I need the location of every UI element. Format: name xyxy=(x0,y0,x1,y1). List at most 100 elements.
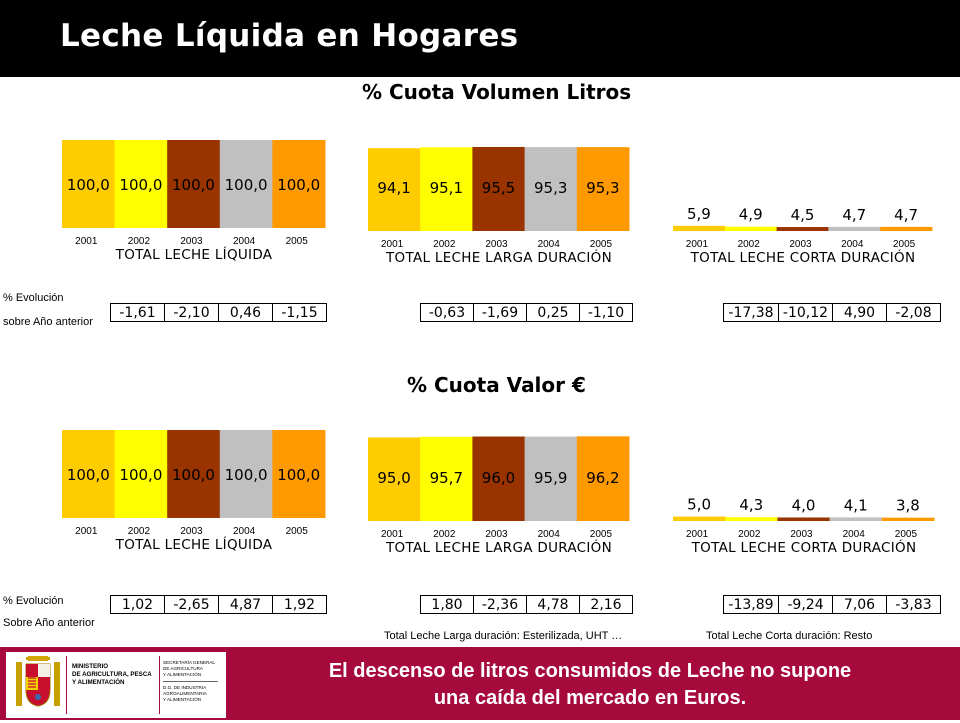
evolution-cell: 4,78 xyxy=(527,595,580,614)
year-tick-label: 2005 xyxy=(590,529,613,540)
bar-2001 xyxy=(62,430,116,518)
year-tick-label: 2004 xyxy=(841,239,864,250)
bar-value-label: 4,5 xyxy=(791,206,815,224)
year-tick-label: 2001 xyxy=(686,529,709,540)
evolution-cell: -1,61 xyxy=(111,303,165,322)
chart-larga-duracion-valor: 95,0 2001 95,7 2002 96,0 2003 95,9 2004 96,2 2005… xyxy=(368,433,630,559)
year-tick-label: 2004 xyxy=(538,529,561,540)
chart-caption: TOTAL LECHE LARGA DURACIÓN xyxy=(385,248,612,266)
svg-text:MINISTERIO: MINISTERIO xyxy=(72,663,108,670)
page-title: Leche Líquida en Hogares xyxy=(60,18,519,54)
evolution-cell: -13,89 xyxy=(724,595,779,614)
year-tick-label: 2005 xyxy=(893,239,916,250)
evolution-row-corta: -13,89 -9,24 7,06 -3,83 xyxy=(723,595,941,614)
note-larga-duracion: Total Leche Larga duración: Esterilizada… xyxy=(384,630,623,642)
year-tick-label: 2004 xyxy=(233,526,256,537)
bar-value-label: 95,3 xyxy=(534,179,567,197)
chart-corta-duracion-volumen: 5,9 2001 4,9 2002 4,5 2003 4,7 2004 4,7 2005 TOTAL… xyxy=(673,143,933,269)
chart-caption: TOTAL LECHE LÍQUIDA xyxy=(115,246,273,263)
bar-2005 xyxy=(576,147,630,231)
bar-2003 xyxy=(472,436,526,521)
evolution-cell: -2,10 xyxy=(165,303,219,322)
bar-value-label: 4,9 xyxy=(739,206,763,224)
bar-2002 xyxy=(114,140,168,228)
year-tick-label: 2003 xyxy=(789,239,812,250)
bar-2002 xyxy=(420,436,473,521)
title-bar: Leche Líquida en Hogares xyxy=(0,0,960,77)
bar-2003 xyxy=(776,227,829,231)
year-tick-label: 2003 xyxy=(485,529,508,540)
evolution-cell: -17,38 xyxy=(724,303,779,322)
chart-total-leche-liquida-volumen: 100,0 2001 100,0 2002 100,0 2003 100,0 2004 100,… xyxy=(62,140,326,266)
bar-value-label: 95,3 xyxy=(586,179,619,197)
bar-2004 xyxy=(829,517,883,521)
year-tick-label: 2003 xyxy=(180,526,203,537)
svg-text:Y ALIMENTACIÓN: Y ALIMENTACIÓN xyxy=(163,671,201,677)
chart-corta-duracion-valor: 5,0 2001 4,3 2002 4,0 2003 4,1 2004 3,8 2005 TOTAL… xyxy=(673,433,935,559)
evolution-row-larga: 1,80 -2,36 4,78 2,16 xyxy=(420,595,633,614)
footer-line-1: El descenso de litros consumidos de Lech… xyxy=(328,660,852,682)
bar-2001 xyxy=(673,516,726,521)
bar-2004 xyxy=(828,226,881,231)
year-tick-label: 2004 xyxy=(233,236,256,247)
evolution-cell: 0,46 xyxy=(219,303,273,322)
svg-text:DE AGRICULTURA, PESCA: DE AGRICULTURA, PESCA xyxy=(72,671,152,678)
evolution-cell: 4,87 xyxy=(219,595,273,614)
section-title-volume: % Cuota Volumen Litros xyxy=(362,80,632,104)
note-corta-duracion: Total Leche Corta duración: Resto xyxy=(706,630,873,642)
year-tick-label: 2003 xyxy=(485,239,508,250)
bar-2002 xyxy=(114,430,168,518)
bar-value-label: 95,9 xyxy=(534,469,567,487)
evolution-row-total: 1,02 -2,65 4,87 1,92 xyxy=(110,595,327,614)
chart-caption: TOTAL LECHE LÍQUIDA xyxy=(115,536,273,553)
ministry-logo: MINISTERIO DE AGRICULTURA, PESCA Y ALIME… xyxy=(6,652,226,718)
bar-2005 xyxy=(272,430,326,518)
svg-text:AGROALIMENTARIA: AGROALIMENTARIA xyxy=(163,691,208,696)
year-tick-label: 2002 xyxy=(128,236,151,247)
chart-caption: TOTAL LECHE CORTA DURACIÓN xyxy=(691,538,917,556)
evolution-cell: -1,15 xyxy=(273,303,327,322)
bar-value-label: 5,9 xyxy=(687,205,711,223)
bar-value-label: 100,0 xyxy=(67,466,110,484)
year-tick-label: 2005 xyxy=(286,236,309,247)
evolution-row-corta: -17,38 -10,12 4,90 -2,08 xyxy=(723,303,941,322)
svg-text:D.G. DE INDUSTRIA: D.G. DE INDUSTRIA xyxy=(163,685,207,690)
year-tick-label: 2002 xyxy=(433,529,456,540)
footer-message: El descenso de litros consumidos de Lech… xyxy=(230,658,950,712)
year-tick-label: 2003 xyxy=(180,236,203,247)
bar-value-label: 94,1 xyxy=(377,179,410,197)
evolution-label: % Evolución xyxy=(3,292,64,304)
bar-2005 xyxy=(881,517,935,521)
bar-2005 xyxy=(880,226,933,231)
bar-2003 xyxy=(167,430,221,518)
evolution-cell: 7,06 xyxy=(833,595,887,614)
bar-2001 xyxy=(62,140,116,228)
evolution-sublabel: Sobre Año anterior xyxy=(3,617,95,629)
evolution-cell: -2,36 xyxy=(474,595,527,614)
evolution-cell: -10,12 xyxy=(779,303,833,322)
bar-2003 xyxy=(472,146,526,231)
bar-value-label: 95,0 xyxy=(377,469,410,487)
year-tick-label: 2004 xyxy=(538,239,561,250)
year-tick-label: 2005 xyxy=(286,526,309,537)
evolution-cell: -9,24 xyxy=(779,595,833,614)
bar-value-label: 95,5 xyxy=(482,179,515,197)
evolution-cell: 4,90 xyxy=(833,303,887,322)
bar-2001 xyxy=(673,225,726,231)
chart-caption: TOTAL LECHE LARGA DURACIÓN xyxy=(385,538,612,556)
svg-text:Y ALIMENTACIÓN: Y ALIMENTACIÓN xyxy=(72,678,125,686)
bar-value-label: 96,2 xyxy=(586,469,619,487)
bar-value-label: 95,7 xyxy=(430,469,463,487)
bar-value-label: 100,0 xyxy=(225,176,268,194)
bar-value-label: 4,1 xyxy=(844,496,868,514)
evolution-sublabel: sobre Año anterior xyxy=(3,316,93,328)
evolution-cell: 1,80 xyxy=(421,595,474,614)
year-tick-label: 2001 xyxy=(381,529,404,540)
coat-of-arms-icon: MINISTERIO DE AGRICULTURA, PESCA Y ALIME… xyxy=(6,652,226,718)
svg-text:DE AGRICULTURA: DE AGRICULTURA xyxy=(163,666,204,671)
bar-2004 xyxy=(524,147,578,231)
evolution-label: % Evolución xyxy=(3,595,64,607)
bar-value-label: 100,0 xyxy=(172,466,215,484)
section-title-value: % Cuota Valor € xyxy=(407,373,586,397)
evolution-cell: -1,10 xyxy=(580,303,633,322)
